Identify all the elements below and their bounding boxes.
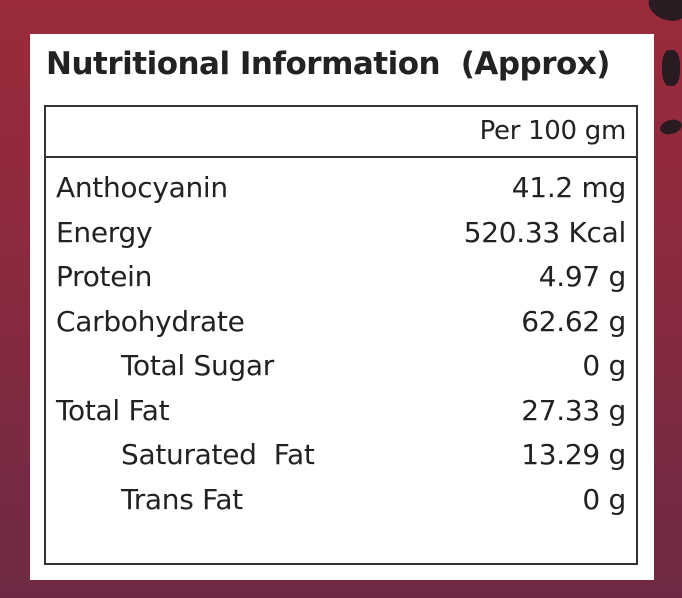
nutrient-amount: 520.33 Kcal — [463, 215, 627, 249]
table-row: Energy 520.33 Kcal — [46, 214, 636, 259]
table-row: Anthocyanin 41.2 mg — [46, 169, 636, 214]
nutrient-amount: 62.62 g — [521, 304, 626, 338]
nutrient-name: Protein — [56, 260, 153, 293]
nutrient-amount: 13.29 g — [521, 438, 626, 471]
nutrient-amount: 27.33 g — [521, 393, 626, 427]
nutrition-title: Nutritional Information (Approx) — [46, 46, 610, 82]
nutrient-amount: 41.2 mg — [511, 171, 627, 204]
decorative-blob — [658, 117, 682, 137]
table-row: Trans Fat 0 g — [46, 481, 636, 526]
nutrient-name: Saturated Fat — [121, 438, 315, 471]
nutrient-name: Carbohydrate — [56, 304, 245, 338]
table-row: Total Sugar 0 g — [46, 347, 636, 392]
nutrient-rows: Anthocyanin 41.2 mg Energy 520.33 Kcal P… — [46, 169, 636, 525]
nutrient-amount: 4.97 g — [538, 260, 627, 293]
nutrient-amount: 0 g — [582, 482, 626, 516]
nutrient-amount: 0 g — [582, 349, 626, 382]
table-header-row: Per 100 gm — [46, 107, 636, 158]
table-row: Saturated Fat 13.29 g — [46, 436, 636, 481]
nutrient-name: Trans Fat — [121, 482, 243, 516]
column-header-per-100gm: Per 100 gm — [479, 116, 627, 146]
table-row: Carbohydrate 62.62 g — [46, 303, 636, 348]
nutrition-table: Per 100 gm Anthocyanin 41.2 mg Energy 52… — [44, 105, 638, 565]
nutrient-name: Energy — [56, 215, 153, 249]
nutrient-name: Anthocyanin — [56, 171, 228, 204]
decorative-blob — [662, 50, 680, 86]
nutrient-name: Total Sugar — [121, 349, 274, 382]
table-row: Total Fat 27.33 g — [46, 392, 636, 437]
table-row: Protein 4.97 g — [46, 258, 636, 303]
nutrition-card: Nutritional Information (Approx) Per 100… — [30, 34, 654, 580]
decorative-blob — [644, 0, 682, 26]
nutrient-name: Total Fat — [56, 393, 170, 427]
